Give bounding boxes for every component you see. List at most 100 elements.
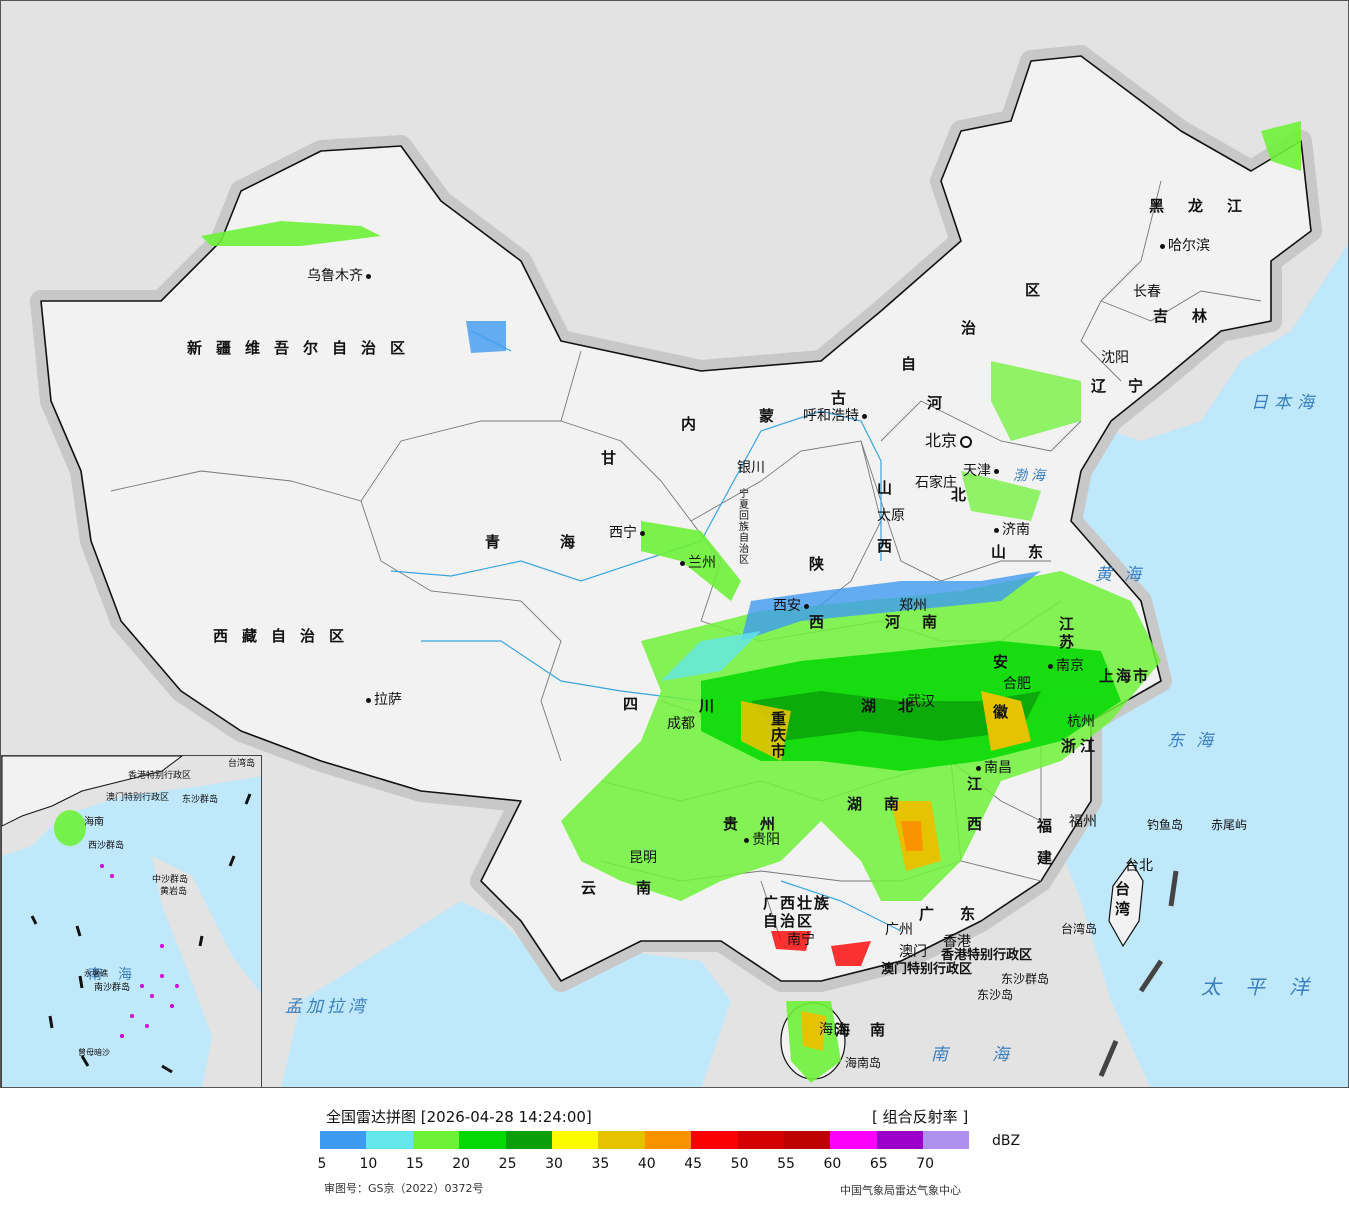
province-xinjiang: 新疆维吾尔自治区 (187, 339, 420, 357)
sea-bohai: 渤海 (1013, 468, 1049, 484)
legend-tick-label: 65 (869, 1156, 888, 1172)
province-jiangsu: 江苏 (1059, 615, 1075, 651)
city-dot-icon (976, 765, 981, 771)
inset-yongshu: 永暑礁 (84, 969, 108, 978)
sea-donghai: 东海 (1167, 731, 1225, 751)
legend-tick-label: 60 (823, 1156, 842, 1172)
inset-zhongsha: 中沙群岛 (152, 875, 189, 885)
city-dot-icon (862, 413, 867, 419)
province-taiwan: 台湾 (1115, 880, 1131, 918)
sea-mengjialawan: 孟加拉湾 (285, 997, 369, 1017)
province-qinghai: 青海 (485, 533, 636, 551)
legend-ticks: 5 10 15 20 25 30 35 40 45 50 55 60 65 70 (317, 1156, 980, 1174)
city-macao: 澳门 (899, 944, 927, 960)
legend-title: 全国雷达拼图 [2026-04-28 14:24:00] (326, 1108, 592, 1126)
city-harbin: 哈尔滨 (1157, 239, 1210, 253)
province-hunan: 湖南 (847, 795, 922, 813)
sea-nanhai: 南海 (931, 1045, 1053, 1065)
province-yunnan: 云南 (581, 879, 692, 897)
city-chengdu: 成都 (667, 716, 695, 732)
city-hohhot: 呼和浩特 (803, 409, 870, 423)
inset-taiwan: 台湾岛 (228, 759, 256, 769)
province-jilin: 吉林 (1153, 307, 1232, 325)
province-guangxi: 广西壮族自治区 (763, 894, 832, 930)
city-nanjing: 南京 (1045, 659, 1084, 673)
legend-tick-label: 5 (317, 1156, 327, 1172)
legend-color-bar (320, 1131, 970, 1149)
legend-swatch (505, 1131, 552, 1149)
legend-unit: dBZ (992, 1133, 1021, 1149)
city-dot-icon (994, 527, 999, 533)
province-hebei-2: 北 (951, 486, 981, 504)
island-diaoyu: 钓鱼岛 (1147, 818, 1184, 832)
province-heilongjiang: 黑龙江 (1149, 197, 1267, 215)
legend-tick-label: 55 (777, 1156, 795, 1172)
legend-tick-label: 10 (359, 1156, 378, 1172)
inset-zengmu: 曾母暗沙 (78, 1048, 110, 1057)
province-sichuan-2: 川 (699, 697, 729, 715)
legend-swatch (412, 1131, 460, 1149)
province-xizang: 西藏自治区 (213, 627, 359, 645)
island-dongsha-group: 东沙群岛 (1001, 972, 1050, 986)
capital-star-icon (960, 435, 973, 448)
legend-swatch (366, 1131, 413, 1149)
city-xining: 西宁 (609, 526, 648, 540)
province-shaanxi-1: 陕 (809, 555, 839, 573)
city-shenyang: 沈阳 (1101, 350, 1129, 366)
legend-swatch (737, 1131, 784, 1149)
legend-tick-label: 50 (730, 1156, 749, 1172)
city-dot-icon (1048, 663, 1053, 669)
city-lanzhou: 兰州 (677, 556, 716, 570)
legend-swatch (691, 1131, 738, 1149)
taiwan-island-shape (1108, 859, 1144, 948)
legend-tick-label: 25 (498, 1156, 517, 1172)
city-taipei: 台北 (1125, 858, 1153, 874)
legend-swatch (644, 1131, 692, 1149)
city-zhengzhou: 郑州 (899, 598, 927, 614)
inset-map (2, 756, 261, 1087)
province-neimenggu-3: 古 (831, 389, 861, 407)
south-china-sea-inset: 南海 东沙群岛 中沙群岛 黄岩岛 永暑礁 南沙群岛 曾母暗沙 西沙群岛 海南 台… (1, 755, 262, 1087)
province-guangdong: 广东 (919, 905, 1002, 923)
island-hainan: 海南岛 (845, 1056, 882, 1070)
province-sichuan-1: 四 (623, 695, 653, 713)
city-dot-icon (640, 530, 645, 536)
province-neimenggu-2: 蒙 (759, 407, 789, 425)
city-nanchang: 南昌 (973, 761, 1012, 775)
province-liaoning: 辽宁 (1091, 377, 1166, 395)
island-taiwan: 台湾岛 (1061, 922, 1098, 936)
island-chiwei: 赤尾屿 (1211, 818, 1248, 832)
city-dot-icon (744, 837, 749, 843)
legend-tick-label: 70 (916, 1156, 935, 1172)
province-hainan: 海南 (835, 1021, 906, 1039)
city-taiyuan: 太原 (877, 508, 905, 524)
inset-nanhai: 南海 (88, 967, 148, 983)
legend-swatch (830, 1131, 877, 1149)
province-ningxia: 宁夏回族自治区 (739, 489, 749, 566)
legend-swatch (783, 1131, 831, 1149)
city-dot-icon (680, 560, 685, 566)
province-hk: 香港特别行政区 (941, 948, 1033, 963)
legend-swatch (923, 1131, 970, 1149)
city-dot-icon (366, 697, 371, 703)
city-dot-icon (994, 468, 999, 474)
province-gansu: 甘 (601, 449, 631, 467)
city-dot-icon (366, 273, 371, 279)
legend-swatch (551, 1131, 599, 1149)
city-fuzhou: 福州 (1069, 814, 1097, 830)
city-nanning: 南宁 (787, 932, 815, 948)
legend-swatch (459, 1131, 506, 1149)
city-guiyang: 贵阳 (741, 833, 780, 847)
legend-panel: 全国雷达拼图 [2026-04-28 14:24:00] [ 组合反射率 ] 5… (0, 1088, 1349, 1208)
province-henan: 河南 (885, 613, 960, 631)
province-macau: 澳门特别行政区 (881, 962, 973, 977)
inset-nansha: 南沙群岛 (94, 983, 131, 993)
legend-tick-label: 35 (591, 1156, 610, 1172)
inset-huangyan: 黄岩岛 (160, 887, 188, 897)
province-neimenggu-6: 区 (1025, 281, 1055, 299)
legend-tick-label: 45 (684, 1156, 703, 1172)
province-shanghai: 上海市 (1099, 667, 1151, 685)
legend-tick-label: 20 (452, 1156, 471, 1172)
city-tianjin: 天津 (963, 464, 1002, 478)
sea-taipingyang: 太平洋 (1201, 975, 1333, 999)
